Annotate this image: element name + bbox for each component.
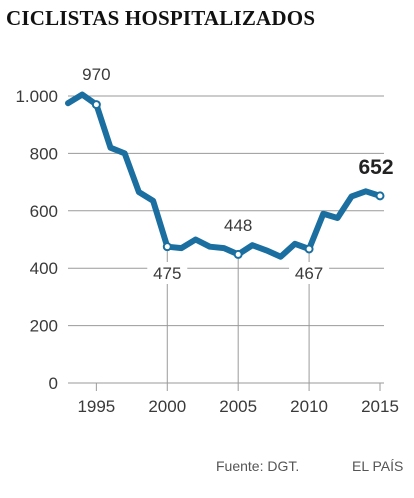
data-point-marker	[162, 242, 172, 252]
y-tick-label: 1.000	[15, 87, 58, 106]
y-tick-label: 200	[30, 317, 58, 336]
source-note: Fuente: DGT.	[216, 458, 300, 474]
series-line	[65, 91, 383, 260]
publisher-credit: EL PAÍS	[352, 458, 404, 474]
data-label: 467	[295, 264, 323, 283]
label-backdrop	[147, 262, 188, 284]
y-tick-label: 800	[30, 144, 58, 163]
data-point-marker	[233, 249, 243, 259]
data-label: 448	[224, 216, 252, 235]
x-tick-label: 2000	[148, 397, 186, 416]
data-point-marker	[304, 244, 314, 254]
chart-title: CICLISTAS HOSPITALIZADOS	[6, 6, 316, 30]
data-label: 970	[82, 65, 110, 84]
data-point-marker	[375, 191, 385, 201]
x-tick-label: 1995	[77, 397, 115, 416]
y-tick-label: 0	[49, 374, 58, 393]
x-tick-label: 2015	[361, 397, 399, 416]
label-backdrop	[289, 262, 330, 284]
y-tick-label: 400	[30, 259, 58, 278]
data-point-marker	[91, 100, 101, 110]
x-tick-label: 2005	[219, 397, 257, 416]
data-label: 475	[153, 264, 181, 283]
y-tick-label: 600	[30, 202, 58, 221]
data-label: 652	[358, 156, 393, 179]
x-tick-label: 2010	[290, 397, 328, 416]
